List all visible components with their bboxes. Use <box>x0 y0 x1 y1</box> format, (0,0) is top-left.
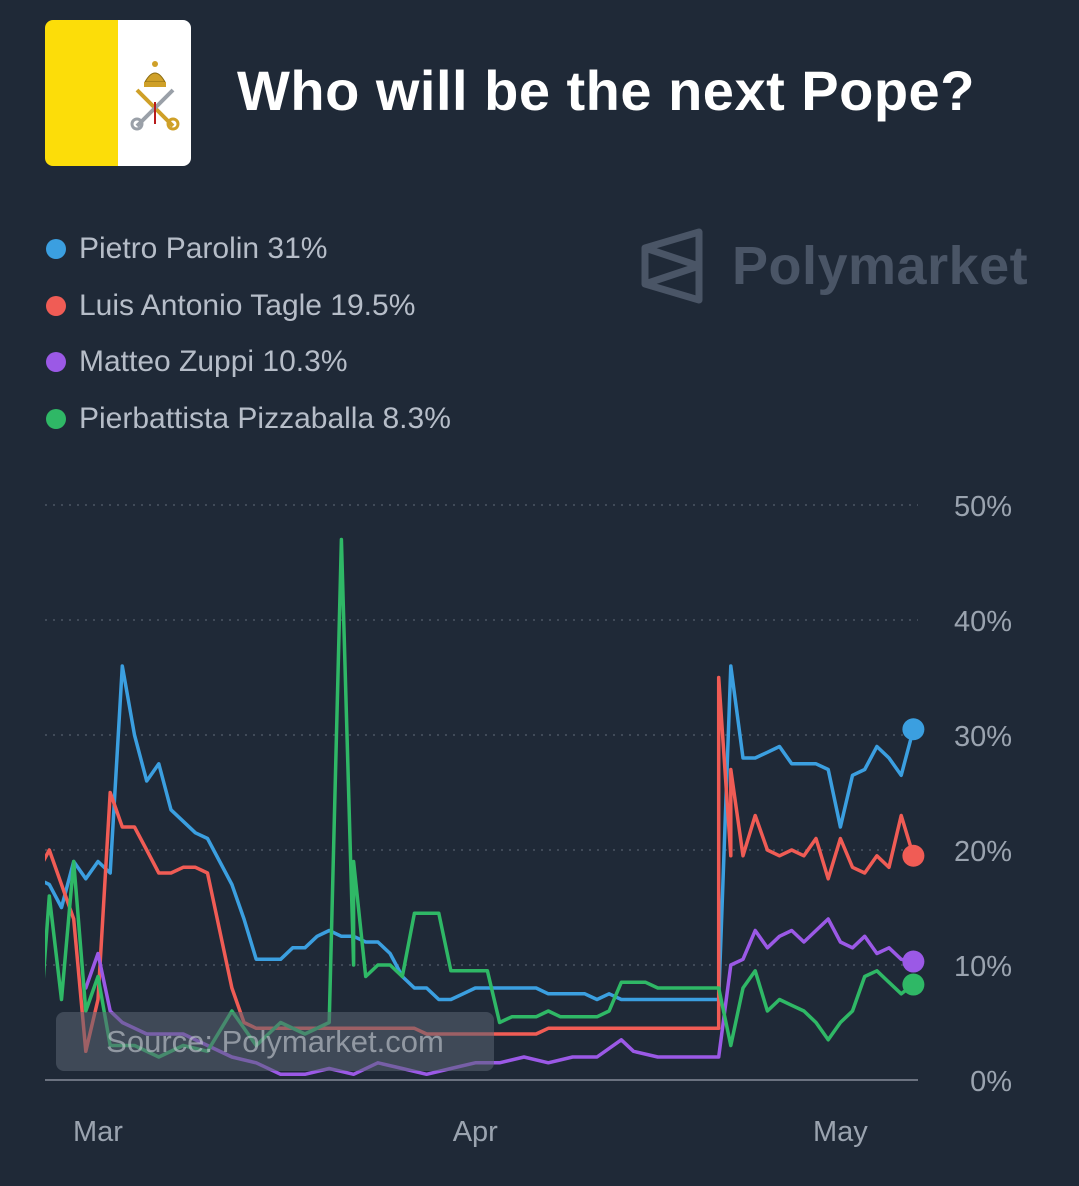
polymarket-brand: Polymarket <box>640 228 1028 304</box>
y-tick-label: 0% <box>970 1066 1012 1098</box>
source-box <box>56 1012 494 1071</box>
vatican-flag-icon <box>45 20 191 166</box>
x-tick-label: Mar <box>73 1116 123 1148</box>
y-tick-label: 20% <box>954 836 1012 868</box>
y-tick-label: 50% <box>954 491 1012 523</box>
x-tick-label: Apr <box>453 1116 498 1148</box>
legend-item-parolin: Pietro Parolin 31% <box>46 221 451 278</box>
legend-label-pizzaballa: Pierbattista Pizzaballa 8.3% <box>79 401 451 435</box>
legend-dot-parolin <box>46 239 66 260</box>
series-end-dot-pierbattista-pizzaballa <box>902 973 925 996</box>
page-title: Who will be the next Pope? <box>237 59 975 122</box>
papal-keys-icon <box>130 61 180 131</box>
y-tick-label: 10% <box>954 951 1012 983</box>
legend-dot-pizzaballa <box>46 408 66 429</box>
series-end-dot-pietro-parolin <box>902 718 925 741</box>
legend-dot-tagle <box>46 295 66 316</box>
legend-item-zuppi: Matteo Zuppi 10.3% <box>46 334 451 391</box>
y-tick-label: 30% <box>954 721 1012 753</box>
legend-label-parolin: Pietro Parolin 31% <box>79 232 328 266</box>
legend-item-pizzaballa: Pierbattista Pizzaballa 8.3% <box>46 391 451 448</box>
brand-name: Polymarket <box>732 236 1029 296</box>
legend-dot-zuppi <box>46 352 66 373</box>
legend-label-tagle: Luis Antonio Tagle 19.5% <box>79 288 416 322</box>
series-end-dot-luis-antonio-tagle <box>902 844 925 867</box>
source-label: Source: Polymarket.com <box>106 1024 444 1059</box>
x-tick-label: May <box>813 1116 868 1148</box>
series-line-luis-antonio-tagle <box>45 675 916 1054</box>
legend-item-tagle: Luis Antonio Tagle 19.5% <box>46 278 451 335</box>
series-line-pietro-parolin <box>45 664 916 1002</box>
y-tick-label: 40% <box>954 606 1012 638</box>
legend-label-zuppi: Matteo Zuppi 10.3% <box>79 345 348 379</box>
chart-legend: Pietro Parolin 31% Luis Antonio Tagle 19… <box>46 221 451 447</box>
series-end-dot-matteo-zuppi <box>902 950 925 973</box>
polymarket-logo-icon <box>641 228 703 304</box>
vatican-flag <box>45 20 191 166</box>
